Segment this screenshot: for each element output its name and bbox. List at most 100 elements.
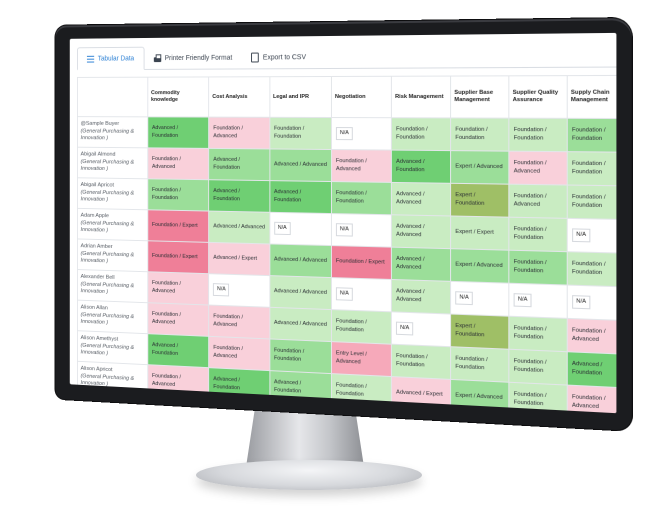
skill-cell[interactable]: N/A bbox=[209, 274, 270, 308]
skill-cell[interactable]: Foundation / Advanced bbox=[209, 305, 270, 339]
skill-cell[interactable]: Foundation / Foundation bbox=[331, 182, 391, 215]
skill-cell[interactable]: Foundation / Foundation bbox=[331, 374, 391, 409]
skill-cell[interactable]: Foundation / Expert bbox=[148, 210, 209, 243]
column-header[interactable]: Supply Chain Management bbox=[567, 75, 616, 118]
column-header[interactable]: Cost Analysis bbox=[209, 77, 270, 118]
skill-cell[interactable]: Advanced / Foundation bbox=[148, 334, 209, 368]
skill-cell[interactable]: Foundation / Foundation bbox=[509, 217, 567, 252]
skill-cell[interactable]: Expert / Expert bbox=[451, 216, 509, 250]
skill-cell[interactable]: Foundation / Advanced bbox=[209, 117, 270, 149]
skill-cell[interactable]: N/A bbox=[567, 218, 616, 253]
column-header[interactable]: Negotiation bbox=[331, 76, 391, 117]
skill-cell[interactable]: Advanced / Advanced bbox=[270, 276, 332, 310]
skill-cell[interactable]: Advanced / Advanced bbox=[209, 211, 270, 244]
skill-cell[interactable]: Foundation / Foundation bbox=[509, 118, 567, 152]
skill-cell[interactable]: Advanced / Foundation bbox=[392, 150, 451, 183]
column-header[interactable]: Risk Management bbox=[392, 76, 451, 118]
skill-cell[interactable]: N/A bbox=[270, 212, 332, 245]
skill-cell[interactable]: N/A bbox=[567, 285, 616, 321]
skill-cell[interactable]: Advanced / Foundation bbox=[209, 180, 270, 213]
skill-cell[interactable]: Foundation / Foundation bbox=[331, 310, 391, 345]
skill-cell[interactable]: Foundation / Foundation bbox=[509, 316, 567, 352]
skill-cell[interactable]: Foundation / Foundation bbox=[509, 250, 567, 285]
skill-cell[interactable]: Expert / Advanced bbox=[451, 249, 509, 284]
skill-cell[interactable]: Advanced / Foundation bbox=[567, 352, 616, 388]
skill-cell[interactable]: Entry Level / Advanced bbox=[331, 342, 391, 377]
skill-cell[interactable]: Foundation / Advanced bbox=[209, 336, 270, 370]
skill-cell[interactable]: Foundation / Advanced bbox=[331, 150, 391, 183]
skill-level-text: Foundation / Advanced bbox=[213, 314, 243, 328]
skill-level-text: Foundation / Foundation bbox=[274, 348, 304, 363]
tab-export-csv[interactable]: Export to CSV bbox=[242, 46, 316, 68]
skill-cell[interactable]: N/A bbox=[392, 312, 451, 347]
skill-cell[interactable]: Foundation / Advanced bbox=[148, 365, 209, 399]
column-header[interactable]: Commodity knowledge bbox=[148, 77, 209, 117]
person-cell: Alison Allan (General Purchasing & Innova… bbox=[77, 300, 147, 334]
skill-cell[interactable]: Foundation / Advanced bbox=[509, 184, 567, 218]
skill-cell[interactable]: Advanced / Advanced bbox=[392, 279, 451, 314]
skill-cell[interactable]: Expert / Advanced bbox=[451, 151, 509, 185]
skill-cell[interactable]: Foundation / Foundation bbox=[567, 118, 616, 152]
skill-level-text: Advanced / Foundation bbox=[274, 379, 301, 394]
skill-cell[interactable]: Foundation / Expert bbox=[148, 241, 209, 274]
skill-cell[interactable]: Foundation / Foundation bbox=[567, 152, 616, 186]
tab-tabular-data[interactable]: Tabular Data bbox=[77, 47, 144, 71]
skill-cell[interactable]: Foundation / Foundation bbox=[148, 179, 209, 211]
skill-cell[interactable]: N/A bbox=[509, 283, 567, 318]
skill-level-text: Foundation / Advanced bbox=[213, 345, 243, 359]
skill-level-text: Advanced / Expert bbox=[213, 255, 257, 262]
skill-level-text: Foundation / Foundation bbox=[514, 127, 547, 141]
skill-cell[interactable]: Foundation / Foundation bbox=[567, 185, 616, 220]
column-header[interactable]: Legal and IPR bbox=[270, 76, 332, 117]
column-header[interactable]: Supplier Quality Assurance bbox=[509, 76, 567, 119]
skill-cell[interactable]: Foundation / Foundation bbox=[392, 118, 451, 151]
skill-cell[interactable]: Advanced / Advanced bbox=[270, 149, 332, 182]
skill-cell[interactable]: Advanced / Advanced bbox=[270, 244, 332, 278]
header-row: Commodity knowledge Cost Analysis Legal … bbox=[77, 75, 616, 118]
skill-cell[interactable]: Foundation / Advanced bbox=[509, 151, 567, 185]
skill-cell[interactable]: Advanced / Advanced bbox=[392, 215, 451, 249]
skill-cell[interactable]: Advanced / Expert bbox=[209, 242, 270, 275]
skill-cell[interactable]: Advanced / Advanced bbox=[392, 182, 451, 216]
skill-level-text: Foundation / Advanced bbox=[152, 156, 181, 169]
header-corner bbox=[77, 77, 147, 117]
skill-cell[interactable]: Foundation / Advanced bbox=[567, 318, 616, 354]
skill-cell[interactable]: N/A bbox=[331, 118, 391, 151]
skill-cell[interactable]: N/A bbox=[451, 281, 509, 316]
skill-cell[interactable]: Expert / Foundation bbox=[451, 183, 509, 217]
skill-cell[interactable]: Expert / Foundation bbox=[451, 314, 509, 349]
skill-cell[interactable]: Foundation / Advanced bbox=[148, 303, 209, 337]
tab-bar: Tabular Data Printer Friendly Format Exp… bbox=[77, 39, 616, 70]
column-header[interactable]: Supplier Base Management bbox=[451, 76, 509, 118]
person-cell: Adrian Amber (General Purchasing & Innova… bbox=[77, 239, 147, 272]
na-badge: N/A bbox=[572, 228, 590, 242]
skill-cell[interactable]: N/A bbox=[331, 214, 391, 248]
skill-cell[interactable]: Advanced / Advanced bbox=[270, 307, 332, 341]
skill-cell[interactable]: Foundation / Expert bbox=[331, 246, 391, 280]
skill-cell[interactable]: Foundation / Foundation bbox=[567, 252, 616, 287]
skill-cell[interactable]: Foundation / Advanced bbox=[148, 272, 209, 305]
skill-cell[interactable]: Foundation / Foundation bbox=[392, 344, 451, 379]
skill-level-text: Advanced / Foundation bbox=[213, 188, 240, 202]
skill-cell[interactable]: Advanced / Foundation bbox=[148, 117, 209, 149]
skill-cell[interactable]: Advanced / Foundation bbox=[270, 181, 332, 214]
skill-level-text: Foundation / Advanced bbox=[572, 394, 606, 409]
skill-cell[interactable]: Foundation / Foundation bbox=[451, 118, 509, 151]
skill-cell[interactable]: Foundation / Foundation bbox=[270, 339, 332, 374]
skill-level-text: Advanced / Advanced bbox=[274, 256, 327, 263]
skill-cell[interactable]: Foundation / Foundation bbox=[509, 349, 567, 385]
skill-cell[interactable]: Advanced / Foundation bbox=[209, 368, 270, 403]
skill-cell[interactable]: Advanced / Advanced bbox=[392, 247, 451, 281]
skill-cell[interactable]: Foundation / Advanced bbox=[567, 385, 616, 413]
tab-printer-friendly[interactable]: Printer Friendly Format bbox=[144, 47, 241, 69]
skill-cell[interactable]: Advanced / Foundation bbox=[270, 371, 332, 406]
skill-cell[interactable]: Advanced / Expert bbox=[392, 377, 451, 413]
skill-cell[interactable]: Advanced / Foundation bbox=[209, 148, 270, 180]
skill-cell[interactable]: Expert / Advanced bbox=[451, 379, 509, 413]
skill-cell[interactable]: Foundation / Foundation bbox=[451, 347, 509, 383]
skill-cell[interactable]: Foundation / Foundation bbox=[509, 382, 567, 413]
skill-cell[interactable]: Foundation / Advanced bbox=[148, 148, 209, 180]
skill-cell[interactable]: Foundation / Foundation bbox=[270, 117, 332, 149]
skill-level-text: Foundation / Foundation bbox=[396, 126, 428, 140]
skill-cell[interactable]: N/A bbox=[331, 278, 391, 312]
